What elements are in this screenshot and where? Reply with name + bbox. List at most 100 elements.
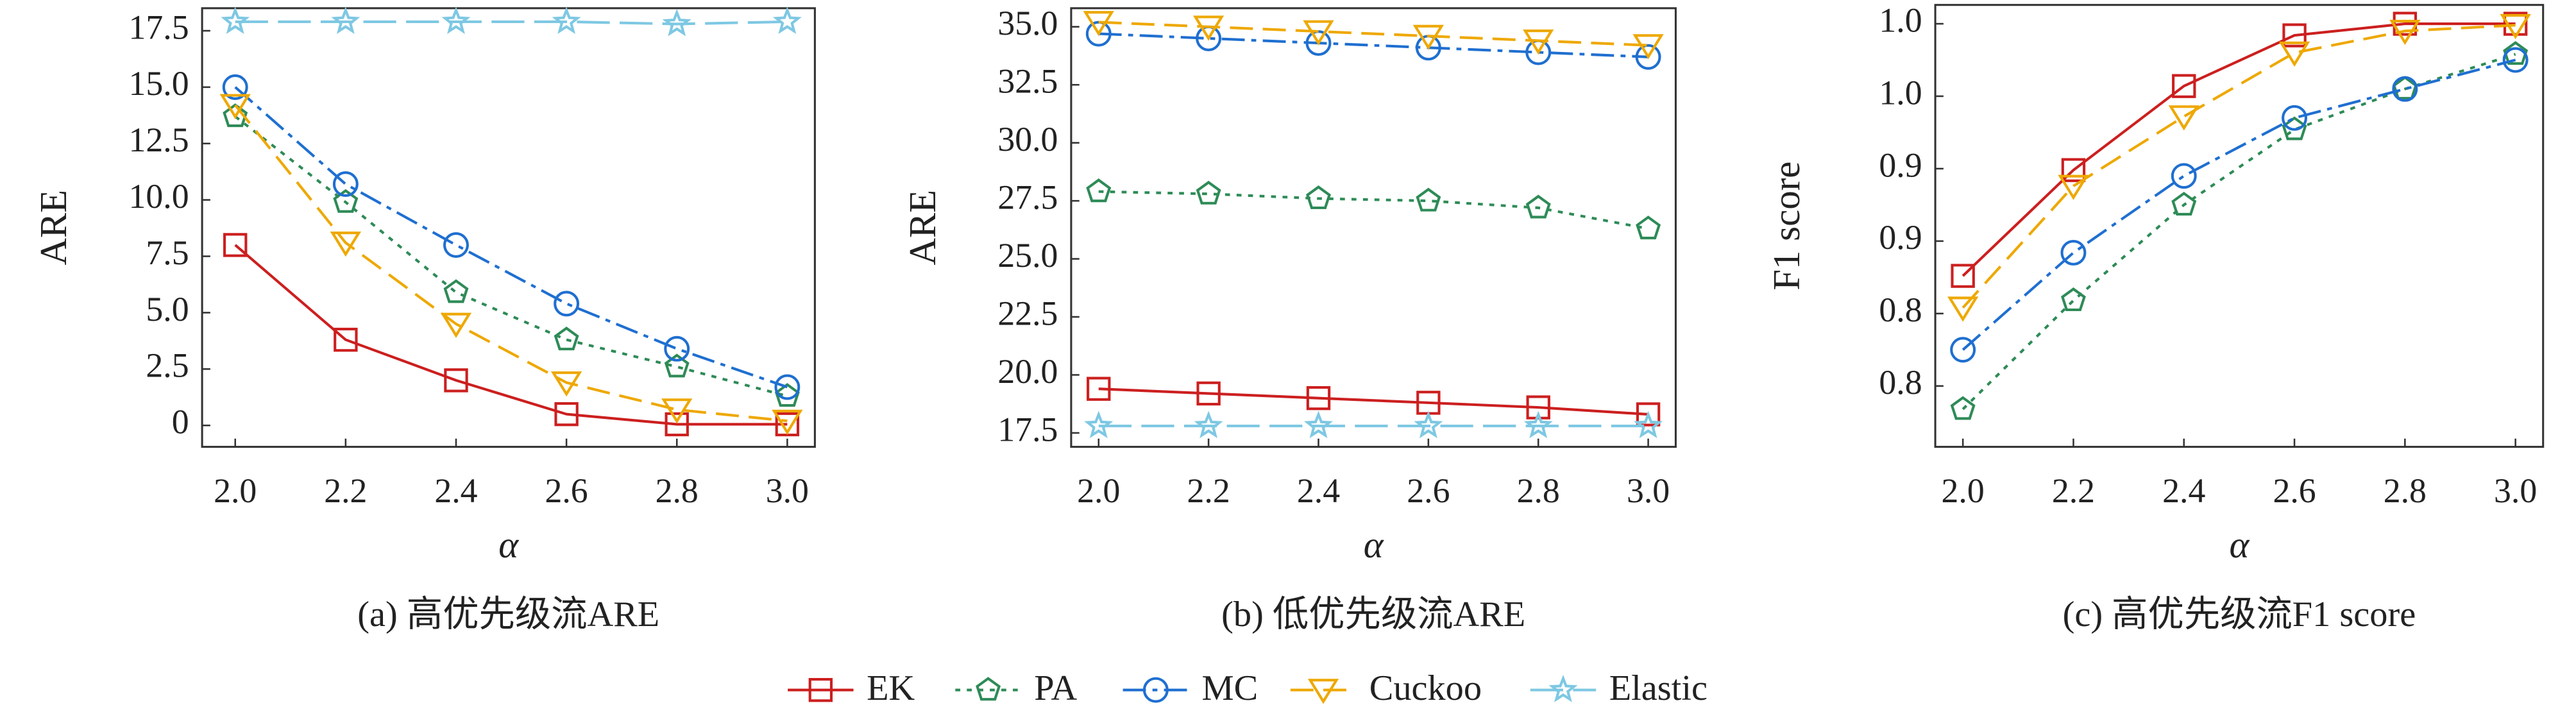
marker xyxy=(1635,44,1661,70)
series-line xyxy=(234,86,788,389)
x-tick-label: 2.0 xyxy=(214,471,257,510)
series-line xyxy=(1962,22,2516,277)
x-tick-label: 2.6 xyxy=(2273,471,2316,510)
series-line xyxy=(234,104,788,423)
marker xyxy=(333,189,359,213)
caption: (b) 低优先级流ARE xyxy=(1221,595,1525,634)
marker xyxy=(774,374,801,400)
legend-label: PA xyxy=(1034,668,1077,708)
y-tick-label: 10.0 xyxy=(129,177,189,216)
y-tick-label: 17.5 xyxy=(997,410,1058,448)
marker xyxy=(1303,20,1334,46)
x-tick-label: 2.8 xyxy=(1517,471,1560,510)
marker xyxy=(440,312,472,338)
y-tick-label: 1.0 xyxy=(1879,1,1922,39)
x-tick-label: 2.4 xyxy=(434,471,477,510)
y-tick-label: 5.0 xyxy=(146,290,189,328)
x-tick-label: 3.0 xyxy=(766,471,809,510)
marker xyxy=(662,8,691,37)
series-line xyxy=(1962,24,2516,309)
x-tick-label: 2.4 xyxy=(2162,471,2205,510)
marker xyxy=(441,6,471,35)
x-tick-label: 2.0 xyxy=(1942,471,1985,510)
caption: (c) 高优先级流F1 score xyxy=(2063,595,2416,634)
series-line xyxy=(234,244,788,426)
x-tick-label: 2.8 xyxy=(656,471,699,510)
marker xyxy=(1634,411,1663,439)
marker xyxy=(1951,264,1975,288)
marker xyxy=(2168,105,2199,131)
y-tick-label: 1.0 xyxy=(1879,73,1922,112)
y-tick-label: 15.0 xyxy=(129,64,189,103)
x-tick-label: 2.8 xyxy=(2384,471,2427,510)
marker xyxy=(219,94,251,119)
legend-marker xyxy=(1307,679,1339,704)
marker xyxy=(221,6,250,35)
marker xyxy=(1950,396,1976,420)
y-tick-label: 35.0 xyxy=(997,4,1058,42)
legend-label: MC xyxy=(1202,668,1258,708)
marker xyxy=(222,74,248,100)
plot-frame xyxy=(1070,7,1677,448)
marker xyxy=(552,6,581,35)
x-tick-label: 2.2 xyxy=(1187,471,1230,510)
marker xyxy=(774,383,800,407)
marker xyxy=(1636,402,1661,427)
legend-marker xyxy=(1548,675,1578,702)
marker xyxy=(2061,287,2086,312)
x-tick-label: 2.2 xyxy=(2052,471,2095,510)
legend-marker xyxy=(976,677,1001,701)
y-tick-label: 17.5 xyxy=(129,8,189,46)
y-tick-label: 22.5 xyxy=(997,294,1058,332)
marker xyxy=(2392,76,2418,102)
y-tick-label: 0.8 xyxy=(1879,363,1922,402)
marker xyxy=(223,233,248,257)
marker xyxy=(665,412,689,437)
marker xyxy=(2058,174,2089,200)
y-tick-label: 32.5 xyxy=(997,62,1058,101)
marker xyxy=(1304,411,1333,439)
y-tick-label: 25.0 xyxy=(997,236,1058,275)
marker xyxy=(554,291,580,317)
marker xyxy=(772,6,802,35)
marker xyxy=(1306,185,1331,210)
legend-label: EK xyxy=(867,668,915,708)
marker xyxy=(2389,19,2421,46)
legend-marker xyxy=(1142,677,1169,703)
y-tick-label: 0 xyxy=(172,403,189,441)
marker xyxy=(2171,163,2197,189)
y-tick-label: 30.0 xyxy=(997,120,1058,158)
caption: (a) 高优先级流ARE xyxy=(357,595,659,634)
marker xyxy=(1947,296,1979,322)
y-tick-label: 0.8 xyxy=(1879,291,1922,329)
marker xyxy=(2282,105,2308,131)
marker xyxy=(330,232,362,257)
marker xyxy=(1412,24,1445,51)
marker xyxy=(554,402,579,427)
marker xyxy=(1632,34,1664,60)
marker xyxy=(1084,411,1114,439)
marker xyxy=(664,335,690,362)
x-tick-label: 2.2 xyxy=(324,471,367,510)
marker xyxy=(1192,15,1224,41)
x-tick-label: 2.4 xyxy=(1297,471,1340,510)
marker xyxy=(2278,41,2310,67)
series-line xyxy=(1098,387,1648,416)
marker xyxy=(661,398,693,424)
marker xyxy=(443,232,469,258)
y-tick-label: 20.0 xyxy=(997,352,1058,391)
marker xyxy=(1523,411,1553,439)
marker xyxy=(223,103,248,128)
marker xyxy=(1087,377,1111,401)
marker xyxy=(1525,194,1551,219)
marker xyxy=(2060,239,2087,266)
marker xyxy=(1194,411,1223,439)
y-axis-label: ARE xyxy=(33,190,74,266)
y-tick-label: 12.5 xyxy=(129,121,189,159)
plot-frame xyxy=(201,7,816,448)
y-axis-label: F1 score xyxy=(1766,162,1808,291)
marker xyxy=(444,368,468,393)
marker xyxy=(1950,337,1976,363)
series-line xyxy=(1098,32,1648,58)
marker xyxy=(1636,216,1661,240)
